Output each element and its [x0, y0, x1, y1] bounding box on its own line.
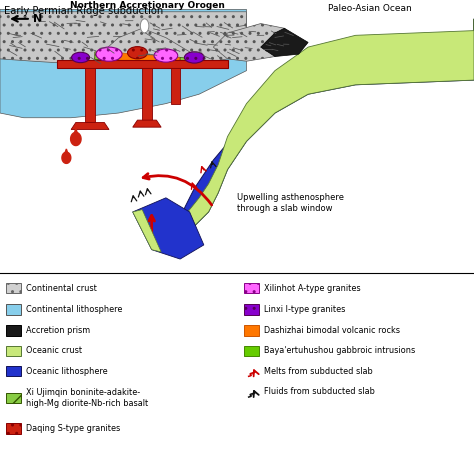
Bar	[244, 325, 259, 336]
Text: Oceanic lithosphere: Oceanic lithosphere	[26, 366, 107, 376]
Bar	[244, 346, 259, 356]
Polygon shape	[71, 132, 81, 146]
Text: Baya'ertuhushou gabbroic intrusions: Baya'ertuhushou gabbroic intrusions	[264, 346, 415, 356]
Bar	[6, 283, 21, 293]
Bar	[6, 423, 21, 434]
Polygon shape	[95, 52, 118, 60]
Bar	[6, 346, 21, 356]
Text: Melts from subducted slab: Melts from subducted slab	[264, 366, 373, 376]
Polygon shape	[133, 198, 204, 259]
Polygon shape	[0, 9, 246, 118]
Text: Early Permian Ridge subduction: Early Permian Ridge subduction	[4, 6, 163, 16]
Polygon shape	[142, 68, 152, 122]
Ellipse shape	[96, 47, 122, 61]
Text: Fluids from subducted slab: Fluids from subducted slab	[264, 387, 375, 397]
Text: Xi Ujimqin boninite-adakite-
high-Mg diorite-Nb-rich basalt: Xi Ujimqin boninite-adakite- high-Mg dio…	[26, 388, 148, 408]
Text: Northern Accretionary Orogen: Northern Accretionary Orogen	[70, 1, 224, 10]
Text: Dashizhai bimodal volcanic rocks: Dashizhai bimodal volcanic rocks	[264, 326, 400, 335]
Text: N: N	[33, 14, 43, 24]
Polygon shape	[133, 120, 161, 127]
Ellipse shape	[140, 19, 149, 33]
Polygon shape	[180, 57, 190, 66]
Text: Xilinhot A-type granites: Xilinhot A-type granites	[264, 284, 361, 293]
Text: Continental crust: Continental crust	[26, 284, 97, 293]
Ellipse shape	[154, 49, 178, 62]
Text: Accretion prism: Accretion prism	[26, 326, 90, 335]
Polygon shape	[57, 60, 228, 68]
Polygon shape	[0, 12, 246, 68]
Polygon shape	[261, 28, 308, 57]
Bar	[6, 304, 21, 315]
Polygon shape	[133, 210, 161, 252]
Polygon shape	[171, 68, 180, 104]
Bar	[0, 0, 474, 268]
Text: Linxi I-type granites: Linxi I-type granites	[264, 305, 346, 314]
Text: Daqing S-type granites: Daqing S-type granites	[26, 424, 120, 433]
Polygon shape	[65, 149, 68, 154]
Polygon shape	[180, 19, 474, 231]
Text: Oceanic crust: Oceanic crust	[26, 346, 82, 356]
Bar	[244, 304, 259, 315]
Text: Continental lithosphere: Continental lithosphere	[26, 305, 122, 314]
Ellipse shape	[72, 52, 90, 63]
Polygon shape	[95, 28, 199, 68]
Bar	[6, 366, 21, 376]
Ellipse shape	[184, 52, 204, 63]
Polygon shape	[71, 122, 109, 130]
Polygon shape	[62, 152, 71, 163]
Polygon shape	[213, 24, 294, 61]
Polygon shape	[85, 68, 95, 122]
Bar	[244, 283, 259, 293]
Bar	[6, 325, 21, 336]
Polygon shape	[74, 129, 78, 134]
Text: Paleo-Asian Ocean: Paleo-Asian Ocean	[328, 4, 411, 13]
Polygon shape	[180, 19, 474, 231]
Polygon shape	[118, 53, 180, 65]
Text: Upwelling asthenosphere
through a slab window: Upwelling asthenosphere through a slab w…	[237, 193, 344, 212]
Bar	[6, 393, 21, 403]
Ellipse shape	[128, 47, 147, 59]
